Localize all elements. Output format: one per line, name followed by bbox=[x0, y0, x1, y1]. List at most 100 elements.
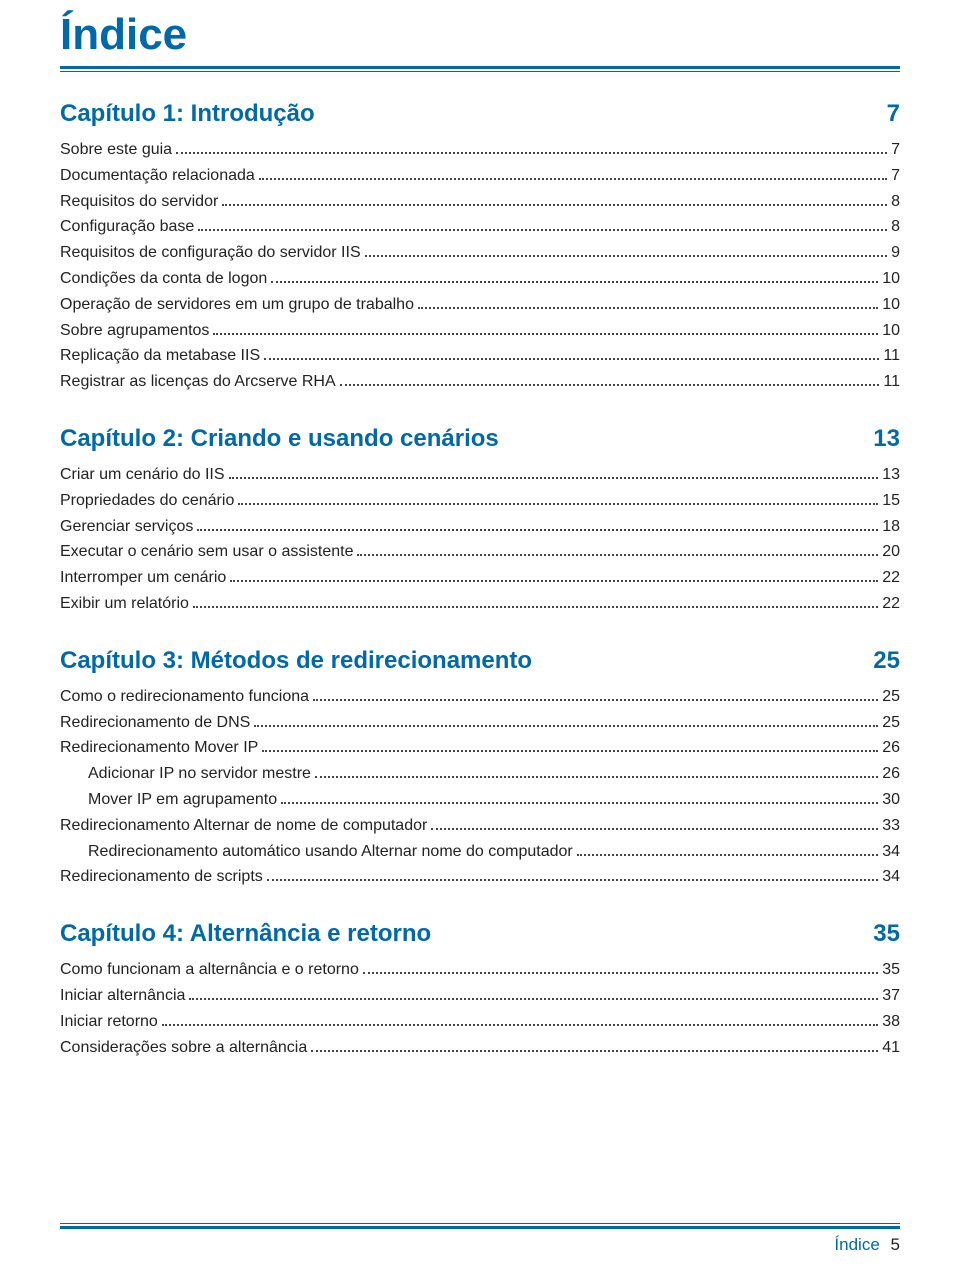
toc-entry[interactable]: Iniciar alternância 37 bbox=[60, 984, 900, 1009]
toc-entry[interactable]: Gerenciar serviços18 bbox=[60, 515, 900, 540]
toc-entry[interactable]: Documentação relacionada 7 bbox=[60, 164, 900, 189]
toc-entry-page: 7 bbox=[891, 164, 900, 189]
toc-entry-page: 25 bbox=[882, 711, 900, 736]
toc-leader-dots bbox=[311, 1039, 878, 1052]
chapter-title: Capítulo 3: Métodos de redirecionamento bbox=[60, 647, 532, 675]
toc-entry[interactable]: Registrar as licenças do Arcserve RHA 11 bbox=[60, 370, 900, 395]
page-footer: Índice 5 bbox=[60, 1223, 900, 1255]
toc-leader-dots bbox=[198, 219, 887, 232]
toc-entry[interactable]: Adicionar IP no servidor mestre26 bbox=[60, 762, 900, 787]
toc-entry[interactable]: Sobre agrupamentos 10 bbox=[60, 319, 900, 344]
toc-leader-dots bbox=[271, 270, 878, 283]
toc-entry[interactable]: Replicação da metabase IIS11 bbox=[60, 344, 900, 369]
toc-entry-label: Configuração base bbox=[60, 215, 194, 240]
toc-entry-label: Considerações sobre a alternância bbox=[60, 1036, 307, 1061]
toc-entry-label: Iniciar alternância bbox=[60, 984, 185, 1009]
toc-entry[interactable]: Redirecionamento de scripts34 bbox=[60, 865, 900, 890]
toc-entry[interactable]: Requisitos de configuração do servidor I… bbox=[60, 241, 900, 266]
document-title: Índice bbox=[60, 10, 900, 60]
toc-entry[interactable]: Executar o cenário sem usar o assistente… bbox=[60, 540, 900, 565]
toc-entry-page: 30 bbox=[882, 788, 900, 813]
toc-entry-label: Sobre agrupamentos bbox=[60, 319, 209, 344]
toc-entry-label: Interromper um cenário bbox=[60, 566, 226, 591]
toc-entry-label: Redirecionamento de DNS bbox=[60, 711, 250, 736]
toc-entry-page: 15 bbox=[882, 489, 900, 514]
toc-leader-dots bbox=[222, 193, 887, 206]
toc-leader-dots bbox=[418, 296, 878, 309]
chapter-heading[interactable]: Capítulo 1: Introdução7 bbox=[60, 100, 900, 128]
toc-entry-label: Adicionar IP no servidor mestre bbox=[88, 762, 311, 787]
toc-leader-dots bbox=[230, 569, 878, 582]
toc-entry-page: 8 bbox=[891, 190, 900, 215]
toc-entry-label: Requisitos de configuração do servidor I… bbox=[60, 241, 361, 266]
toc-leader-dots bbox=[340, 373, 880, 386]
title-rule-thin bbox=[60, 71, 900, 72]
toc-leader-dots bbox=[577, 843, 878, 856]
chapter-heading[interactable]: Capítulo 3: Métodos de redirecionamento2… bbox=[60, 647, 900, 675]
toc-entry-label: Replicação da metabase IIS bbox=[60, 344, 260, 369]
toc-leader-dots bbox=[281, 791, 878, 804]
main-content: Índice Capítulo 1: Introdução7 Sobre este… bbox=[60, 10, 900, 1183]
toc-entry[interactable]: Como funcionam a alternância e o retorno… bbox=[60, 958, 900, 983]
toc-entry[interactable]: Redirecionamento automático usando Alter… bbox=[60, 840, 900, 865]
toc-leader-dots bbox=[313, 688, 878, 701]
toc-entry-label: Exibir um relatório bbox=[60, 592, 189, 617]
toc-leader-dots bbox=[213, 322, 878, 335]
toc-entry-label: Iniciar retorno bbox=[60, 1010, 158, 1035]
toc-entry-label: Documentação relacionada bbox=[60, 164, 255, 189]
toc-entry[interactable]: Redirecionamento Mover IP 26 bbox=[60, 736, 900, 761]
toc-entry[interactable]: Considerações sobre a alternância41 bbox=[60, 1036, 900, 1061]
toc-entry-page: 22 bbox=[882, 592, 900, 617]
toc-entry[interactable]: Configuração base8 bbox=[60, 215, 900, 240]
toc-entry-label: Mover IP em agrupamento bbox=[88, 788, 277, 813]
toc-leader-dots bbox=[229, 466, 879, 479]
toc-entry-page: 38 bbox=[882, 1010, 900, 1035]
toc-entry[interactable]: Sobre este guia7 bbox=[60, 138, 900, 163]
toc-entry-label: Redirecionamento de scripts bbox=[60, 865, 263, 890]
toc-entry-label: Registrar as licenças do Arcserve RHA bbox=[60, 370, 336, 395]
toc-entry-page: 37 bbox=[882, 984, 900, 1009]
toc-entry[interactable]: Como o redirecionamento funciona25 bbox=[60, 685, 900, 710]
toc-entry[interactable]: Exibir um relatório 22 bbox=[60, 592, 900, 617]
page: Índice Capítulo 1: Introdução7 Sobre este… bbox=[0, 0, 960, 1285]
toc-entry-page: 11 bbox=[883, 370, 900, 395]
toc-entry-page: 9 bbox=[891, 241, 900, 266]
footer-rule-thin bbox=[60, 1223, 900, 1224]
chapter-title: Capítulo 4: Alternância e retorno bbox=[60, 920, 431, 948]
toc-leader-dots bbox=[262, 740, 878, 753]
toc-entry-page: 22 bbox=[882, 566, 900, 591]
toc-entry[interactable]: Iniciar retorno 38 bbox=[60, 1010, 900, 1035]
toc-entry-label: Redirecionamento Mover IP bbox=[60, 736, 258, 761]
chapter-heading[interactable]: Capítulo 4: Alternância e retorno35 bbox=[60, 920, 900, 948]
toc-leader-dots bbox=[365, 244, 887, 257]
toc-entry-label: Executar o cenário sem usar o assistente bbox=[60, 540, 353, 565]
toc-entry[interactable]: Condições da conta de logon10 bbox=[60, 267, 900, 292]
toc-entry[interactable]: Operação de servidores em um grupo de tr… bbox=[60, 293, 900, 318]
chapter-page: 13 bbox=[873, 425, 900, 453]
toc-entry-page: 13 bbox=[882, 463, 900, 488]
toc-entry-page: 10 bbox=[882, 319, 900, 344]
toc-entry-label: Sobre este guia bbox=[60, 138, 172, 163]
toc-entry-label: Como o redirecionamento funciona bbox=[60, 685, 309, 710]
toc-entry-label: Criar um cenário do IIS bbox=[60, 463, 225, 488]
toc-leader-dots bbox=[264, 348, 879, 361]
toc-entry[interactable]: Redirecionamento de DNS 25 bbox=[60, 711, 900, 736]
toc-entry[interactable]: Redirecionamento Alternar de nome de com… bbox=[60, 814, 900, 839]
chapter-heading[interactable]: Capítulo 2: Criando e usando cenários13 bbox=[60, 425, 900, 453]
toc-entry[interactable]: Criar um cenário do IIS 13 bbox=[60, 463, 900, 488]
toc-entry[interactable]: Mover IP em agrupamento 30 bbox=[60, 788, 900, 813]
toc-leader-dots bbox=[431, 817, 878, 830]
footer-text: Índice 5 bbox=[60, 1235, 900, 1255]
toc-entry-page: 26 bbox=[882, 736, 900, 761]
toc-entry-label: Propriedades do cenário bbox=[60, 489, 234, 514]
toc-leader-dots bbox=[162, 1013, 878, 1026]
toc-leader-dots bbox=[193, 595, 878, 608]
chapter-page: 7 bbox=[887, 100, 900, 128]
toc-entry-page: 33 bbox=[882, 814, 900, 839]
toc-entry-page: 20 bbox=[882, 540, 900, 565]
toc-entry[interactable]: Propriedades do cenário 15 bbox=[60, 489, 900, 514]
toc-entry[interactable]: Requisitos do servidor8 bbox=[60, 190, 900, 215]
toc-entry[interactable]: Interromper um cenário 22 bbox=[60, 566, 900, 591]
title-rule-thick bbox=[60, 66, 900, 69]
toc-leader-dots bbox=[238, 492, 878, 505]
